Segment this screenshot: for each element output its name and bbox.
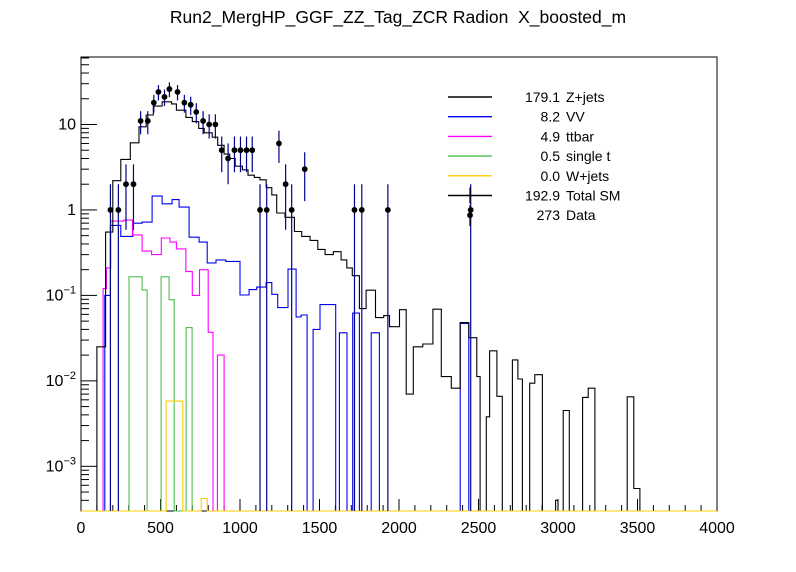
legend-entry-w-jets: 0.0 W+jets <box>448 168 609 184</box>
data-point-marker <box>276 140 282 147</box>
data-point-marker <box>257 207 263 213</box>
data-point-marker <box>193 109 200 115</box>
x-axis-tick-label: 3000 <box>540 520 576 537</box>
data-point-marker <box>123 181 129 188</box>
legend-entry-total-sm: 192.9 Total SM <box>448 187 620 204</box>
histogram-series <box>81 101 717 512</box>
data-points <box>107 82 474 511</box>
data-point-marker <box>206 121 213 128</box>
x-axis-tick-label: 1000 <box>222 520 258 537</box>
legend-entry-label: Total SM <box>566 188 620 204</box>
legend-entry-label: ttbar <box>566 128 594 144</box>
legend-entry-vv: 8.2 VV <box>448 109 585 125</box>
x-axis-tick-label: 4000 <box>699 520 735 537</box>
legend-entry-data: 273 Data <box>467 205 596 227</box>
y-axis-tick-label: 10 <box>58 116 76 133</box>
histogram-single-t <box>128 276 196 512</box>
x-axis-tick-label: 500 <box>147 520 174 537</box>
legend-entry-z-jets: 179.1 Z+jets <box>448 89 605 105</box>
data-point-marker <box>200 118 207 124</box>
legend-entry-label: VV <box>566 109 585 125</box>
legend-entry-value: 273 <box>537 207 561 223</box>
axes: 0 500 1000 1500 2000 2500 3000 3500 4000 10 1 10−1 1… <box>46 56 735 537</box>
data-point-marker <box>358 207 365 213</box>
data-point-marker <box>181 99 188 106</box>
legend-entry-ttbar: 4.9 ttbar <box>448 128 594 144</box>
data-point-marker <box>166 86 173 92</box>
y-axis-tick-label: 10−1 <box>46 284 76 304</box>
legend-entry-value: 0.0 <box>541 168 561 184</box>
data-point-marker <box>301 166 308 173</box>
data-point-marker <box>144 118 151 124</box>
data-point-marker <box>107 207 114 213</box>
legend-entry-label: single t <box>566 148 610 164</box>
legend-entry-label: W+jets <box>566 168 609 184</box>
histogram-vv <box>104 195 471 512</box>
legend-point-marker <box>467 212 473 219</box>
data-point-marker <box>137 118 144 124</box>
data-point-marker <box>174 89 181 95</box>
data-point-marker <box>161 94 168 100</box>
legend-entry-value: 192.9 <box>525 188 560 204</box>
legend-entry-label: Z+jets <box>566 89 605 105</box>
data-point-marker <box>288 207 295 213</box>
legend-entry-value: 0.5 <box>541 148 561 164</box>
data-point-marker <box>130 181 137 188</box>
histogram-ttbar <box>102 219 225 512</box>
data-point-marker <box>218 147 225 154</box>
y-axis-tick-label: 1 <box>67 202 76 219</box>
x-axis-tick-label: 0 <box>77 520 86 537</box>
data-point-marker <box>467 207 474 213</box>
data-point-marker <box>237 147 244 154</box>
x-axis-tick-label: 2500 <box>461 520 497 537</box>
legend-entry-label: Data <box>566 207 596 223</box>
x-axis-tick-label: 3500 <box>620 520 656 537</box>
data-point-marker <box>263 207 270 213</box>
data-point-marker <box>243 147 250 154</box>
data-point-marker <box>187 101 194 108</box>
page-title: Run2_MergHP_GGF_ZZ_Tag_ZCR Radion X_boos… <box>170 7 626 28</box>
data-point-marker <box>212 121 219 128</box>
data-point-marker <box>115 207 122 213</box>
histogram-w-jets <box>81 400 717 512</box>
data-point-marker <box>155 89 162 95</box>
y-axis-tick-label: 10−3 <box>46 455 76 475</box>
histogram-total-sm <box>96 101 717 512</box>
legend-entry-single-t: 0.5 single t <box>448 148 610 164</box>
data-point-marker <box>384 207 391 213</box>
data-point-marker <box>225 155 231 162</box>
y-axis-tick-label: 10−2 <box>46 370 76 390</box>
legend: 179.1 Z+jets 8.2 VV 4.9 ttbar 0.5 single t 0.0 W+… <box>448 89 620 227</box>
data-point-marker <box>282 181 289 188</box>
legend-entry-value: 4.9 <box>541 128 561 144</box>
data-point-marker <box>150 99 157 106</box>
data-point-marker <box>249 147 256 154</box>
data-point-marker <box>351 207 358 213</box>
legend-entry-value: 179.1 <box>525 89 560 105</box>
x-axis-tick-label: 2000 <box>381 520 417 537</box>
legend-entry-value: 8.2 <box>541 109 561 125</box>
x-axis-tick-label: 1500 <box>302 520 338 537</box>
data-point-marker <box>231 147 238 154</box>
plot-frame <box>80 56 718 512</box>
